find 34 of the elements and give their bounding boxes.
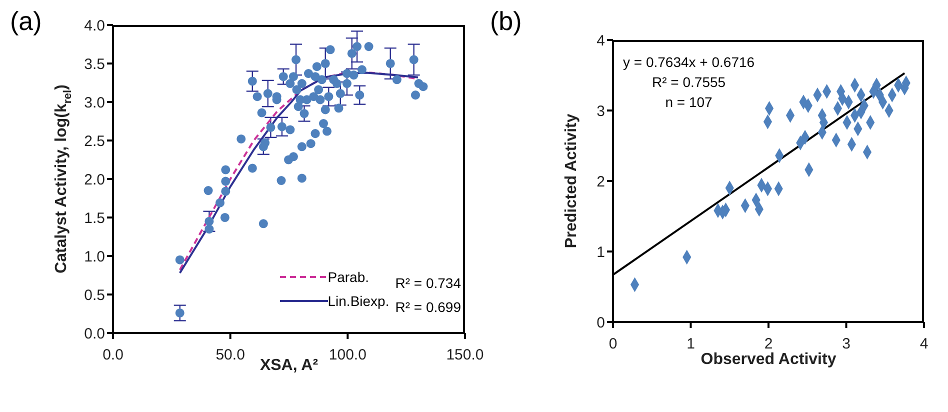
x-tick-label: 0 — [608, 336, 618, 353]
annotation: n = 107 — [664, 93, 714, 112]
y-tick-label: 2 — [596, 173, 605, 190]
y-tick-label: 0.5 — [84, 286, 105, 304]
y-tick-label: 3 — [596, 102, 605, 120]
legend-label: Lin.Biexp. — [328, 293, 390, 309]
x-tick-label: 0.0 — [102, 346, 124, 364]
y-axis-title: Predicted Activity — [563, 114, 580, 248]
y-tick-label: 3.0 — [84, 94, 105, 112]
y-tick-label: 0 — [596, 314, 605, 332]
x-tick-label: 3 — [842, 336, 850, 353]
y-tick-label: 4 — [596, 32, 605, 50]
annotation: R² = 0.7555 — [651, 73, 727, 92]
annotation: y = 0.7634x + 0.6716 — [623, 53, 755, 72]
y-tick-label: 3.5 — [84, 56, 105, 73]
x-tick-label: 1 — [686, 336, 695, 353]
y-tick-label: 2.0 — [84, 171, 105, 188]
x-axis-title: Observed Activity — [700, 351, 836, 368]
y-tick-label: 1.5 — [84, 210, 105, 227]
y-tick-label: 1.0 — [84, 248, 105, 266]
x-tick-label: 50.0 — [216, 346, 245, 364]
y-tick-label: 1 — [596, 244, 605, 261]
x-tick-label: 150.0 — [446, 346, 484, 364]
x-tick-label: 2 — [764, 336, 773, 353]
y-tick-label: 2.5 — [84, 132, 105, 150]
x-axis-title: XSA, A² — [260, 357, 318, 374]
chart-title: (b) — [490, 6, 522, 37]
x-tick-label: 100.0 — [328, 346, 366, 364]
annotation: R² = 0.734 — [395, 274, 461, 293]
chart-title: (a) — [10, 6, 42, 37]
x-tick-label: 4 — [920, 336, 928, 353]
annotation: R² = 0.699 — [395, 298, 461, 317]
legend-label: Parab. — [328, 269, 369, 285]
y-tick-label: 4.0 — [84, 17, 105, 34]
